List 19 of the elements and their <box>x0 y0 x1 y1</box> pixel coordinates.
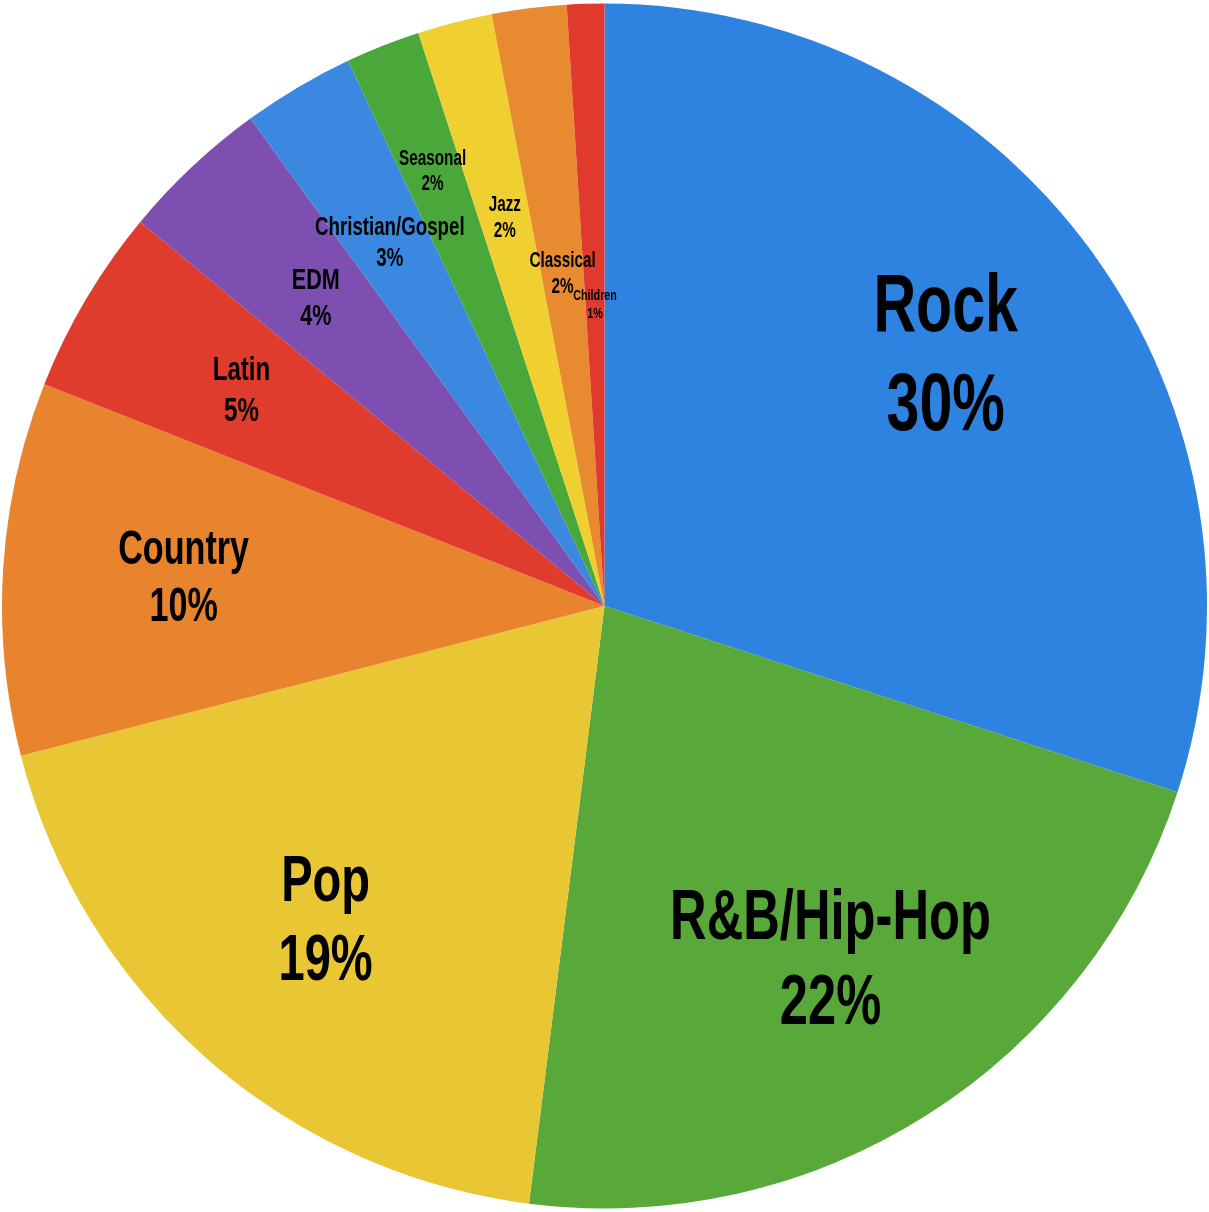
slice-label: Country <box>118 521 250 575</box>
data-label: 2% <box>421 170 444 196</box>
data-label: 3% <box>376 242 404 272</box>
data-label: 10% <box>149 578 218 632</box>
data-label: 1% <box>587 304 604 322</box>
data-label: 2% <box>493 216 516 242</box>
data-label: 5% <box>224 390 259 428</box>
data-label: 30% <box>886 355 1005 448</box>
data-label: 22% <box>779 960 882 1039</box>
data-label: 2% <box>551 273 574 298</box>
slice-label: Pop <box>281 841 371 915</box>
slice-label: R&B/Hip-Hop <box>670 876 991 955</box>
data-label: 19% <box>278 919 373 994</box>
slice-label: Jazz <box>488 191 521 216</box>
slice-label: EDM <box>291 261 340 296</box>
slice-label: Classical <box>529 247 596 272</box>
data-label: 4% <box>300 297 332 332</box>
slice-label: Rock <box>873 256 1019 349</box>
slice-label: Latin <box>212 350 271 388</box>
